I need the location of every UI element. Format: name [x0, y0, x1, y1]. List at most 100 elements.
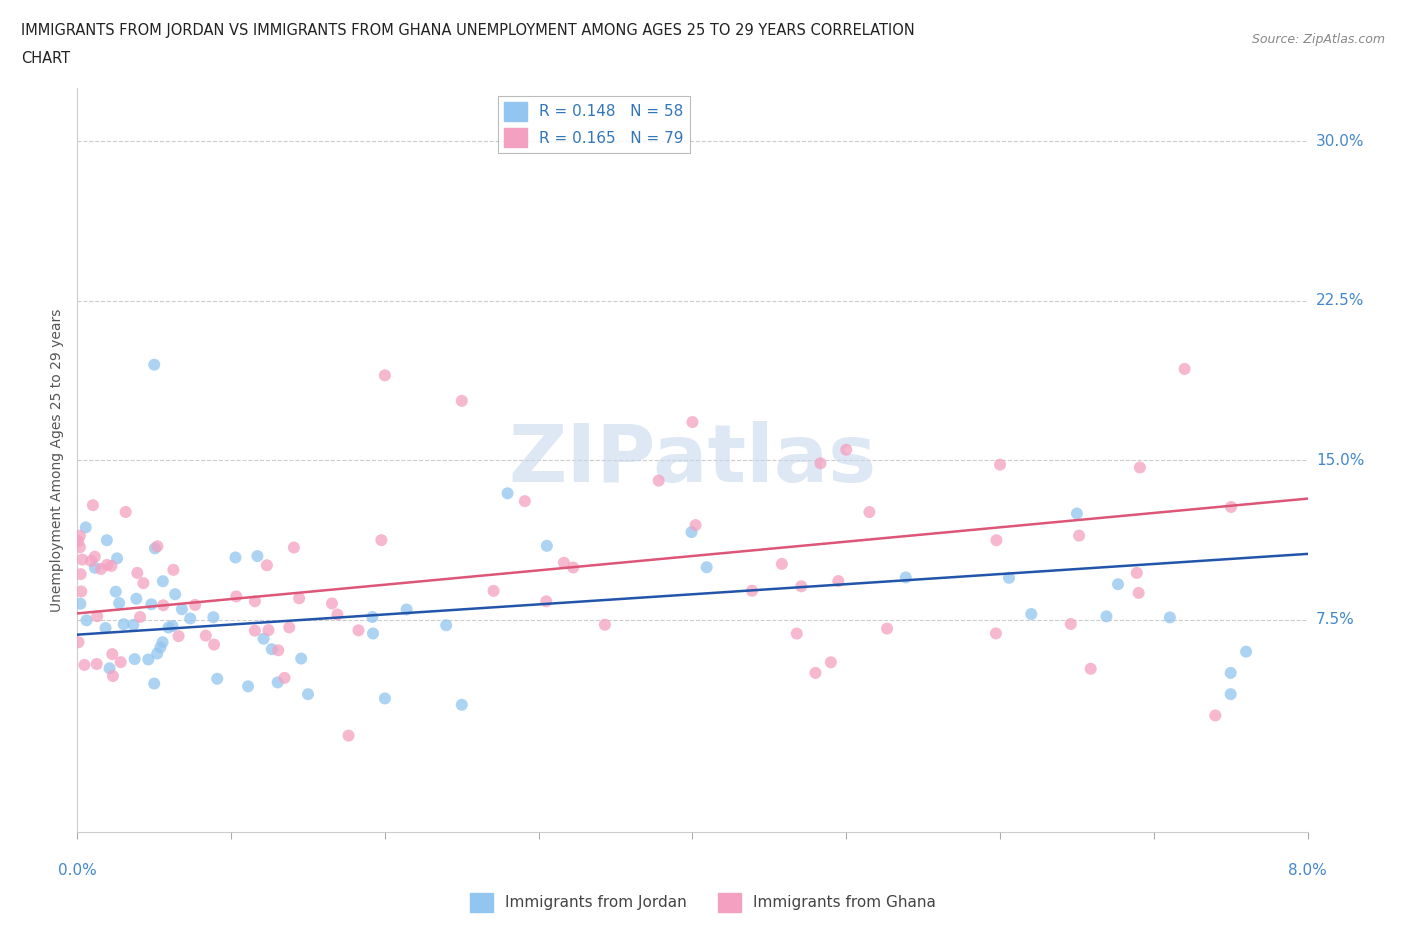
- Point: [110, 655, 132, 670]
- Point: [562, 560, 585, 575]
- Point: [1129, 460, 1152, 475]
- Point: [986, 533, 1008, 548]
- Point: [157, 620, 180, 635]
- Point: [112, 617, 135, 631]
- Point: [536, 594, 558, 609]
- Y-axis label: Unemployment Among Ages 25 to 29 years: Unemployment Among Ages 25 to 29 years: [51, 309, 65, 612]
- Point: [205, 671, 228, 686]
- Point: [434, 618, 457, 632]
- Point: [297, 686, 319, 701]
- Point: [243, 623, 266, 638]
- Point: [450, 698, 472, 712]
- Point: [1019, 606, 1042, 621]
- Point: [790, 578, 813, 593]
- Point: [858, 505, 880, 520]
- Point: [143, 541, 166, 556]
- Text: 15.0%: 15.0%: [1316, 453, 1364, 468]
- Point: [202, 637, 225, 652]
- Point: [593, 618, 616, 632]
- Point: [69, 528, 91, 543]
- Point: [278, 620, 301, 635]
- Point: [84, 560, 107, 575]
- Point: [361, 626, 384, 641]
- Point: [1159, 610, 1181, 625]
- Point: [124, 652, 146, 667]
- Point: [260, 642, 283, 657]
- Point: [146, 538, 169, 553]
- Point: [90, 562, 112, 577]
- Point: [162, 563, 184, 578]
- Point: [810, 456, 832, 471]
- Point: [194, 628, 217, 643]
- Point: [288, 591, 311, 605]
- Point: [224, 550, 246, 565]
- Legend: R = 0.148   N = 58, R = 0.165   N = 79: R = 0.148 N = 58, R = 0.165 N = 79: [498, 96, 690, 153]
- Point: [1080, 661, 1102, 676]
- Point: [450, 393, 472, 408]
- Point: [129, 609, 152, 624]
- Point: [1107, 577, 1129, 591]
- Point: [152, 598, 174, 613]
- Point: [1204, 708, 1226, 723]
- Point: [988, 458, 1011, 472]
- Text: 22.5%: 22.5%: [1316, 294, 1364, 309]
- Point: [256, 558, 278, 573]
- Point: [67, 534, 90, 549]
- Point: [347, 623, 370, 638]
- Point: [165, 587, 187, 602]
- Point: [243, 593, 266, 608]
- Point: [136, 652, 159, 667]
- Text: ZIPatlas: ZIPatlas: [509, 421, 876, 499]
- Point: [152, 574, 174, 589]
- Point: [114, 505, 136, 520]
- Point: [804, 666, 827, 681]
- Text: Source: ZipAtlas.com: Source: ZipAtlas.com: [1251, 33, 1385, 46]
- Point: [122, 618, 145, 632]
- Point: [1126, 565, 1149, 580]
- Point: [326, 607, 349, 622]
- Point: [984, 626, 1007, 641]
- Point: [496, 485, 519, 500]
- Point: [98, 661, 121, 676]
- Point: [179, 611, 201, 626]
- Point: [125, 591, 148, 606]
- Point: [1234, 644, 1257, 659]
- Point: [170, 602, 193, 617]
- Point: [69, 566, 91, 581]
- Point: [370, 533, 392, 548]
- Point: [86, 657, 108, 671]
- Point: [876, 621, 898, 636]
- Point: [741, 583, 763, 598]
- Point: [1067, 528, 1090, 543]
- Point: [820, 655, 842, 670]
- Point: [104, 584, 127, 599]
- Point: [786, 626, 808, 641]
- Point: [146, 646, 169, 661]
- Point: [553, 555, 575, 570]
- Point: [236, 679, 259, 694]
- Point: [1128, 586, 1150, 601]
- Point: [202, 610, 225, 625]
- Point: [361, 609, 384, 624]
- Point: [100, 559, 122, 574]
- Point: [83, 550, 105, 565]
- Point: [72, 552, 94, 567]
- Point: [82, 498, 104, 512]
- Point: [94, 620, 117, 635]
- Point: [1219, 686, 1241, 701]
- Point: [266, 675, 288, 690]
- Point: [374, 691, 396, 706]
- Text: IMMIGRANTS FROM JORDAN VS IMMIGRANTS FROM GHANA UNEMPLOYMENT AMONG AGES 25 TO 29: IMMIGRANTS FROM JORDAN VS IMMIGRANTS FRO…: [21, 23, 915, 38]
- Point: [513, 494, 536, 509]
- Point: [894, 570, 917, 585]
- Point: [141, 597, 163, 612]
- Point: [1095, 609, 1118, 624]
- Point: [647, 473, 669, 488]
- Point: [152, 635, 174, 650]
- Point: [337, 728, 360, 743]
- Point: [267, 643, 290, 658]
- Point: [1060, 617, 1083, 631]
- Point: [273, 671, 295, 685]
- Text: 0.0%: 0.0%: [58, 863, 97, 878]
- Point: [132, 576, 155, 591]
